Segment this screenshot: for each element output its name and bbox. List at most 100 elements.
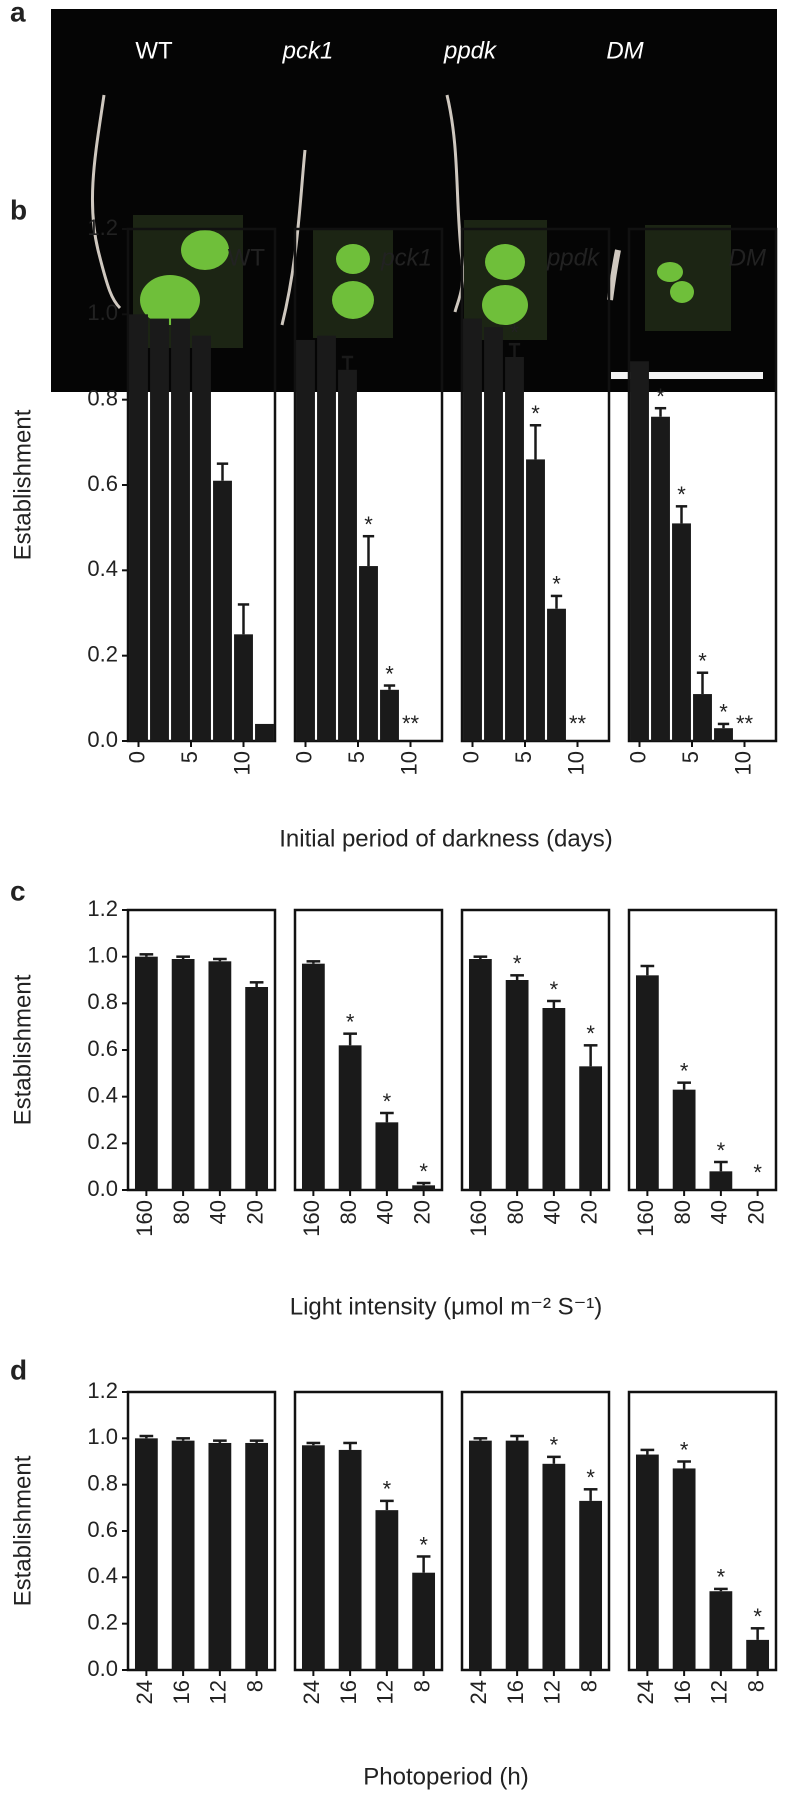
significance-mark: ** — [736, 711, 754, 736]
x-tick-label: 5 — [177, 751, 202, 763]
bar — [505, 980, 529, 1190]
bar — [245, 1442, 269, 1670]
seedling-stem — [445, 94, 465, 313]
bar — [150, 318, 169, 741]
panel-frame — [627, 1390, 778, 1672]
bar — [301, 1445, 325, 1670]
y-tick-label: 0.8 — [87, 1470, 118, 1495]
bar — [542, 1463, 566, 1670]
x-tick-label: 24 — [299, 1680, 324, 1704]
bar — [245, 987, 269, 1190]
y-tick-label: 1.0 — [87, 300, 118, 325]
y-tick-label: 1.0 — [87, 1424, 118, 1449]
panel-title: pck1 — [380, 244, 432, 271]
cotyledon — [485, 244, 525, 280]
bar — [746, 1639, 770, 1670]
y-tick-label: 0.0 — [87, 1656, 118, 1681]
bar — [301, 963, 325, 1190]
x-tick-label: 80 — [336, 1200, 361, 1224]
x-axis-label: Photoperiod (h) — [363, 1763, 528, 1790]
bar — [547, 608, 566, 741]
seedling-stem — [607, 249, 621, 301]
x-tick-label: 0 — [124, 751, 149, 763]
y-axis-label: Establishment — [9, 409, 36, 560]
x-tick-label: 80 — [503, 1200, 528, 1224]
x-tick-label: 40 — [540, 1200, 565, 1224]
bar — [412, 1572, 436, 1670]
y-tick-label: 1.0 — [87, 942, 118, 967]
x-tick-label: 20 — [409, 1200, 434, 1224]
bar — [709, 1171, 733, 1190]
photo-label: WT — [135, 37, 173, 64]
bar — [375, 1510, 399, 1670]
y-tick-label: 0.4 — [87, 556, 118, 581]
bar — [134, 956, 158, 1190]
significance-mark: * — [586, 1021, 595, 1046]
cotyledon — [181, 230, 229, 270]
y-tick-label: 0.8 — [87, 989, 118, 1014]
bar — [484, 327, 503, 741]
significance-mark: * — [753, 1160, 762, 1185]
x-tick-label: 20 — [242, 1200, 267, 1224]
x-tick-label: 16 — [503, 1680, 528, 1704]
seedling-box — [645, 225, 731, 331]
significance-mark: * — [513, 951, 522, 976]
bar — [505, 1440, 529, 1670]
y-tick-label: 1.2 — [87, 1378, 118, 1403]
bar — [171, 959, 195, 1190]
seedling-stem — [90, 94, 122, 310]
x-tick-label: 24 — [466, 1680, 491, 1704]
bar — [255, 723, 274, 741]
bar — [468, 1440, 492, 1670]
scale-bar — [611, 372, 763, 379]
bar — [338, 1045, 362, 1190]
bar — [579, 1066, 603, 1190]
bar — [359, 566, 378, 741]
x-tick-label: 5 — [678, 751, 703, 763]
bar — [296, 339, 315, 741]
cotyledon — [332, 281, 374, 319]
y-axis-label: Establishment — [9, 974, 36, 1125]
bar — [134, 1438, 158, 1670]
x-tick-label: 80 — [169, 1200, 194, 1224]
bar — [635, 1454, 659, 1670]
bar — [171, 318, 190, 741]
cotyledon — [482, 285, 528, 325]
x-tick-label: 10 — [229, 751, 254, 775]
x-tick-label: 0 — [291, 751, 316, 763]
panel-frame — [126, 908, 277, 1192]
x-tick-label: 40 — [707, 1200, 732, 1224]
y-tick-label: 0.2 — [87, 641, 118, 666]
y-tick-label: 0.0 — [87, 727, 118, 752]
bar — [234, 634, 253, 741]
significance-mark: * — [419, 1532, 428, 1557]
significance-mark: * — [419, 1159, 428, 1184]
x-tick-label: 8 — [576, 1680, 601, 1692]
panel-letter: d — [10, 1354, 27, 1385]
x-tick-label: 5 — [344, 751, 369, 763]
x-tick-label: 12 — [707, 1680, 732, 1704]
panel-frame — [460, 908, 611, 1192]
significance-mark: * — [510, 320, 519, 345]
photo-label: pck1 — [282, 37, 334, 64]
cotyledon — [336, 244, 370, 274]
bar — [672, 523, 691, 741]
bar — [412, 1185, 436, 1190]
y-tick-label: 0.6 — [87, 1517, 118, 1542]
panel-frame — [627, 908, 778, 1192]
significance-mark: ** — [569, 711, 587, 736]
significance-mark: * — [698, 649, 707, 674]
x-tick-label: 8 — [409, 1680, 434, 1692]
significance-mark: * — [656, 384, 665, 409]
bar — [208, 961, 232, 1190]
x-tick-label: 16 — [169, 1680, 194, 1704]
x-tick-label: 16 — [336, 1680, 361, 1704]
bar — [208, 1442, 232, 1670]
x-tick-label: 12 — [540, 1680, 565, 1704]
x-tick-label: 0 — [458, 751, 483, 763]
significance-mark: * — [680, 1058, 689, 1083]
significance-mark: * — [753, 1604, 762, 1629]
x-tick-label: 10 — [396, 751, 421, 775]
bar — [375, 1122, 399, 1190]
bar — [505, 357, 524, 741]
